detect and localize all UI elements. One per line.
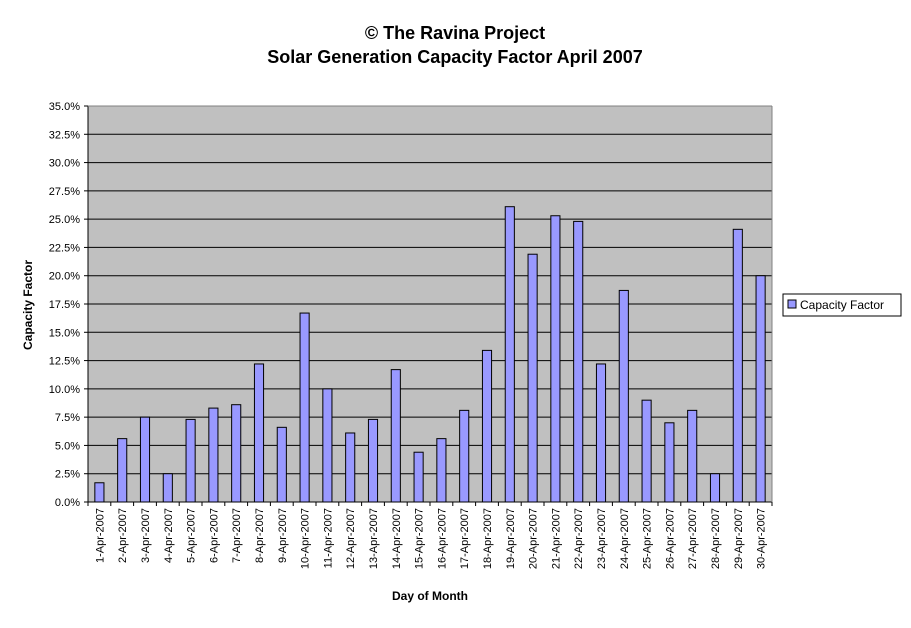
axes (84, 105, 773, 506)
x-tick-label: 29-Apr-2007 (733, 508, 745, 569)
y-tick-label: 32.5% (49, 129, 80, 141)
x-tick-label: 7-Apr-2007 (231, 508, 243, 563)
x-tick-label: 16-Apr-2007 (436, 508, 448, 569)
bar (322, 388, 333, 503)
bar (527, 253, 538, 503)
x-tick-label: 9-Apr-2007 (277, 508, 289, 563)
chart-title-line-1: © The Ravina Project (365, 23, 545, 43)
y-tick-label: 30.0% (49, 158, 80, 170)
chart-title-line-2: Solar Generation Capacity Factor April 2… (267, 47, 642, 67)
x-tick-label: 5-Apr-2007 (186, 508, 198, 563)
x-tick-label: 28-Apr-2007 (710, 508, 722, 569)
bar (231, 404, 242, 503)
x-axis-label: Day of Month (392, 589, 468, 603)
bar (345, 432, 356, 503)
bar (641, 399, 652, 503)
y-tick-label: 22.5% (49, 242, 80, 254)
bar (755, 275, 766, 503)
bar (139, 416, 151, 503)
y-tick-label: 17.5% (49, 299, 80, 311)
bar (162, 473, 173, 503)
y-tick-labels: 0.0% 2.5% 5.0% 7.5% 10.0% 12.5% 15.0% 17.5% 20.0… (49, 101, 80, 509)
y-tick-label: 15.0% (49, 327, 80, 339)
x-tick-label: 20-Apr-2007 (528, 508, 540, 569)
bar (618, 289, 629, 503)
x-tick-label: 3-Apr-2007 (140, 508, 152, 563)
bar (481, 349, 493, 503)
x-tick-label: 1-Apr-2007 (94, 508, 106, 563)
x-tick-label: 22-Apr-2007 (573, 508, 585, 569)
x-tick-label: 19-Apr-2007 (505, 508, 517, 569)
x-tick-label: 21-Apr-2007 (550, 508, 562, 569)
bar (413, 451, 424, 503)
x-tick-labels: 1-Apr-2007 2-Apr-2007 3-Apr-2007 4-Apr-2007… (94, 508, 767, 569)
x-tick-label: 11-Apr-2007 (322, 508, 334, 568)
bar (390, 369, 401, 503)
x-tick-label: 4-Apr-2007 (163, 508, 175, 563)
bar (208, 407, 219, 503)
y-tick-label: 7.5% (55, 412, 80, 424)
bar (504, 206, 515, 503)
bar (664, 422, 675, 503)
x-tick-label: 27-Apr-2007 (687, 508, 699, 569)
x-tick-label: 10-Apr-2007 (300, 508, 312, 569)
y-tick-label: 25.0% (49, 214, 80, 226)
x-tick-label: 6-Apr-2007 (208, 508, 220, 563)
x-tick-label: 18-Apr-2007 (482, 508, 494, 569)
bar (709, 473, 721, 503)
x-tick-label: 17-Apr-2007 (459, 508, 471, 569)
y-axis-label: Capacity Factor (21, 260, 35, 350)
bar (595, 363, 607, 503)
bar (367, 418, 379, 503)
legend-swatch (787, 299, 797, 309)
bar (459, 409, 470, 503)
x-tick-label: 13-Apr-2007 (368, 508, 380, 569)
x-tick-label: 23-Apr-2007 (596, 508, 608, 569)
y-tick-label: 35.0% (49, 101, 80, 113)
legend-label: Capacity Factor (800, 298, 884, 312)
bars (94, 206, 766, 503)
bar (94, 482, 105, 503)
bar (299, 312, 310, 503)
x-tick-label: 24-Apr-2007 (619, 508, 631, 569)
bar (253, 363, 265, 503)
y-tick-label: 20.0% (49, 271, 80, 283)
y-tick-label: 10.0% (49, 384, 80, 396)
x-tick-label: 26-Apr-2007 (664, 508, 676, 569)
legend: Capacity Factor (782, 293, 902, 317)
y-tick-label: 12.5% (49, 356, 80, 368)
legend-box (782, 293, 902, 317)
y-tick-label: 0.0% (55, 497, 80, 509)
x-tick-label: 8-Apr-2007 (254, 508, 266, 563)
y-tick-label: 2.5% (55, 469, 80, 481)
bar (550, 215, 561, 503)
x-tick-label: 12-Apr-2007 (345, 508, 357, 569)
x-tick-label: 2-Apr-2007 (117, 508, 129, 563)
y-tick-label: 5.0% (55, 440, 80, 452)
bar (185, 418, 196, 503)
x-tick-label: 25-Apr-2007 (642, 508, 654, 569)
bar (687, 409, 698, 503)
y-tick-label: 27.5% (49, 186, 80, 198)
bar (276, 426, 287, 503)
x-tick-label: 15-Apr-2007 (414, 508, 426, 569)
bar (573, 220, 584, 503)
bar (732, 228, 743, 503)
x-tick-label: 14-Apr-2007 (391, 508, 403, 569)
x-tick-label: 30-Apr-2007 (756, 508, 768, 569)
bar (436, 438, 447, 503)
bar (117, 438, 128, 503)
